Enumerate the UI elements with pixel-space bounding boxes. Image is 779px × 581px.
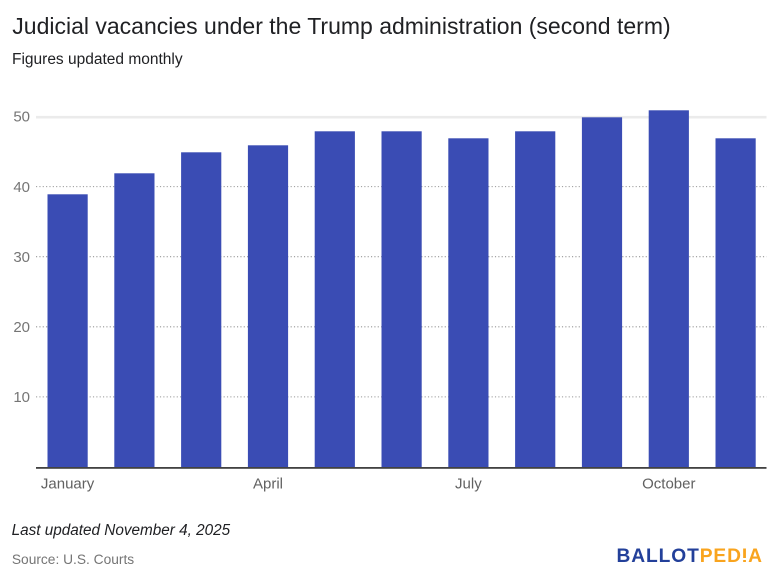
svg-text:20: 20 (13, 319, 30, 336)
svg-text:40: 40 (13, 179, 30, 196)
svg-text:30: 30 (13, 249, 30, 266)
svg-text:October: October (642, 476, 695, 493)
svg-text:April: April (253, 476, 283, 493)
svg-text:50: 50 (13, 109, 30, 126)
svg-text:10: 10 (13, 389, 30, 406)
svg-text:January: January (41, 476, 95, 493)
svg-text:July: July (455, 476, 482, 493)
